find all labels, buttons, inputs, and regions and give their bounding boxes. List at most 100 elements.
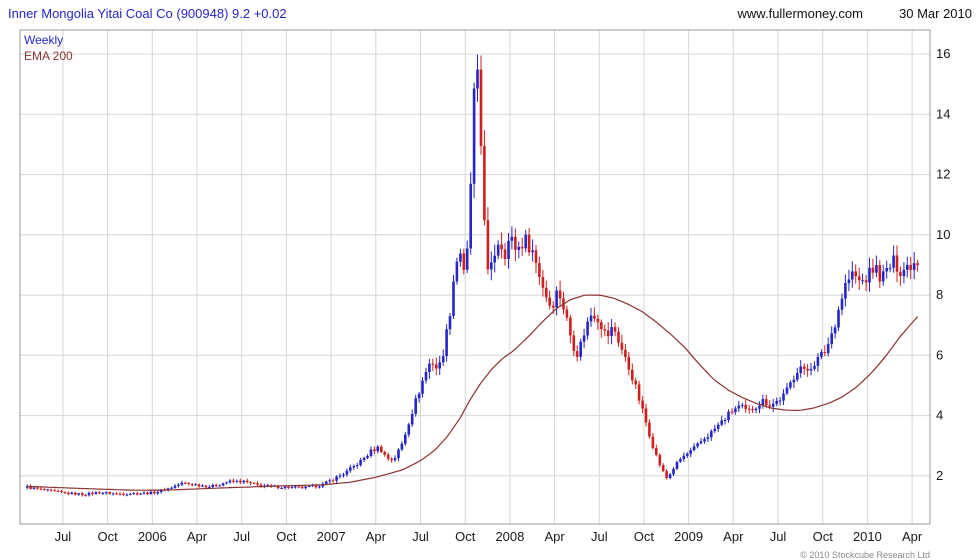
- candle-body: [490, 262, 493, 270]
- candle-body: [716, 424, 720, 429]
- y-axis-label: 10: [936, 227, 950, 242]
- y-axis-label: 12: [936, 167, 950, 182]
- candle-body: [589, 315, 593, 322]
- candle-body: [906, 264, 909, 270]
- candle-body: [727, 411, 730, 420]
- candle-body: [723, 420, 727, 421]
- candle-body: [314, 485, 318, 488]
- candle-body: [572, 335, 576, 351]
- legend: Weekly EMA 200: [24, 32, 73, 64]
- x-axis-label: 2009: [674, 529, 703, 544]
- candle-body: [132, 493, 135, 495]
- candle-body: [190, 483, 194, 485]
- candle-body: [534, 250, 538, 263]
- candle-body: [820, 352, 823, 357]
- candle-body: [201, 485, 204, 487]
- candle-body: [624, 349, 627, 357]
- candle-body: [25, 486, 29, 488]
- candle-body: [596, 318, 600, 323]
- site-link[interactable]: www.fullermoney.com: [737, 5, 863, 21]
- candle-body: [765, 399, 768, 406]
- candle-body: [830, 333, 833, 344]
- candle-body: [895, 255, 899, 272]
- candle-body: [335, 476, 338, 481]
- candle-body: [204, 485, 208, 488]
- candle-body: [840, 298, 844, 310]
- y-axis-label: 16: [936, 46, 950, 61]
- candle-body: [837, 309, 840, 328]
- x-axis-label: 2008: [495, 529, 524, 544]
- candle-body: [493, 255, 496, 263]
- candle-body: [500, 244, 503, 250]
- candle-body: [796, 373, 799, 380]
- candle-body: [741, 404, 744, 406]
- candle-body: [775, 400, 778, 404]
- candle-body: [325, 481, 328, 484]
- candle-body: [84, 495, 87, 497]
- candle-body: [586, 321, 589, 336]
- candle-body: [641, 400, 644, 409]
- candle-body: [77, 493, 80, 495]
- candle-body: [218, 485, 221, 487]
- candle-body: [194, 484, 197, 486]
- candle-body: [538, 263, 541, 277]
- candle-body: [177, 484, 180, 486]
- x-axis-label: Oct: [276, 529, 297, 544]
- candle-body: [782, 393, 785, 401]
- candle-body: [503, 249, 507, 259]
- candle-body: [861, 280, 864, 282]
- candle-body: [135, 493, 139, 495]
- candle-body: [104, 492, 108, 494]
- candle-body: [410, 414, 414, 425]
- candle-body: [689, 450, 692, 454]
- candle-body: [799, 366, 802, 374]
- candle-body: [524, 234, 527, 249]
- candle-body: [713, 428, 717, 431]
- candle-body: [435, 364, 438, 369]
- candle-body: [679, 459, 682, 462]
- candle-body: [252, 482, 256, 484]
- candle-body: [916, 263, 919, 266]
- candle-body: [610, 327, 613, 336]
- candle-body: [459, 253, 462, 262]
- candle-body: [431, 363, 435, 365]
- candle-body: [362, 458, 366, 460]
- candle-body: [390, 458, 393, 461]
- candle-body: [36, 487, 39, 489]
- candle-body: [349, 467, 352, 471]
- candle-body: [496, 244, 500, 256]
- candle-body: [245, 480, 249, 483]
- candle-body: [393, 458, 397, 461]
- candle-body: [170, 487, 173, 489]
- candle-body: [249, 482, 252, 484]
- candle-body: [366, 456, 369, 458]
- candle-body: [400, 443, 404, 450]
- candle-body: [39, 488, 43, 490]
- candle-body: [80, 493, 84, 495]
- candle-body: [737, 405, 741, 409]
- candle-body: [380, 446, 383, 452]
- candle-body: [675, 461, 679, 469]
- candle-body: [359, 460, 362, 466]
- candle-body: [118, 493, 122, 495]
- candle-body: [149, 491, 153, 495]
- candle-body: [699, 441, 703, 444]
- candle-body: [373, 449, 376, 451]
- candle-body: [476, 69, 479, 89]
- candle-body: [122, 493, 125, 495]
- candle-body: [32, 487, 36, 489]
- candle-body: [421, 380, 424, 394]
- x-axis-label: 2010: [853, 529, 882, 544]
- candle-body: [555, 290, 558, 308]
- candle-body: [902, 269, 906, 277]
- y-axis-label: 6: [936, 347, 943, 362]
- candle-body: [441, 356, 445, 363]
- candle-body: [331, 480, 335, 482]
- plot-border: [19, 29, 931, 525]
- candle-body: [868, 267, 871, 283]
- candle-body: [187, 483, 190, 484]
- candle-body: [469, 183, 472, 249]
- candle-body: [465, 248, 469, 270]
- x-axis-label: Oct: [634, 529, 655, 544]
- candle-body: [878, 265, 882, 282]
